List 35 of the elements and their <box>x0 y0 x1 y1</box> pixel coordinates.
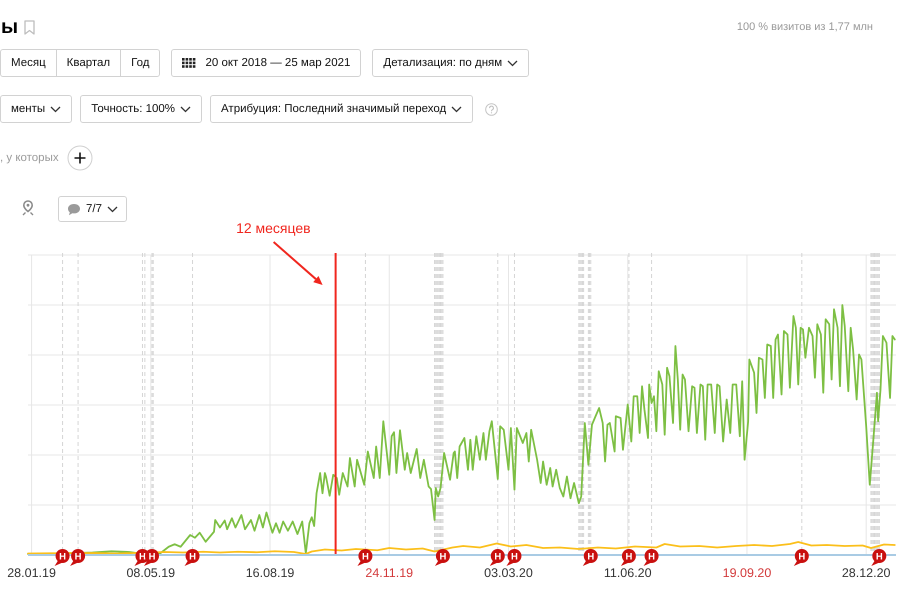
x-tick-label: 28.12.20 <box>842 566 891 580</box>
ref-line-label: Н <box>798 551 806 562</box>
ref-line-label: Н <box>189 551 196 562</box>
dropdown-button: менты <box>0 95 72 123</box>
dropdown-button: 7/7 <box>58 196 127 222</box>
period-button: Месяц <box>0 49 57 77</box>
period-button: Год <box>120 49 160 77</box>
dropdown-button: Детализация: по дням <box>372 49 530 77</box>
x-tick-label: 28.01.19 <box>7 566 56 580</box>
chart-subtitle: 100 % визитов из 1,77 млн <box>736 21 873 33</box>
ref-line-label: Н <box>439 551 446 562</box>
ref-line-label: Н <box>74 551 82 562</box>
ref-line-label: Н <box>494 551 502 562</box>
ref-line-label: Н <box>59 551 66 562</box>
x-tick-label: 11.06.20 <box>604 566 652 580</box>
ref-line-label: Н <box>139 551 146 562</box>
x-tick-label: 16.08.19 <box>246 566 294 580</box>
ref-line-label: Н <box>587 551 594 562</box>
ref-line-label: 12 месяцев <box>236 220 311 236</box>
ref-line-label: Н <box>876 551 883 562</box>
dropdown-button: Атрибуция: Последний значимый переход <box>210 95 474 123</box>
ref-line-label: Н <box>362 551 369 562</box>
ref-line-label: Н <box>511 551 518 562</box>
x-tick-label: 19.09.20 <box>722 566 772 580</box>
period-button: Квартал <box>56 49 122 77</box>
text: , у которых <box>0 152 59 164</box>
chart-title: ы <box>1 15 18 40</box>
date-range-button: 20 окт 2018 — 25 мар 2021 <box>171 49 362 77</box>
x-tick-label: 08.05.19 <box>126 566 176 580</box>
x-tick-label: 03.03.20 <box>484 566 533 580</box>
ref-line-label: Н <box>148 551 156 562</box>
ref-line-label: Н <box>648 551 656 562</box>
dropdown-button: Точность: 100% <box>80 95 202 123</box>
ref-line-label: Н <box>625 551 632 562</box>
x-tick-label: 24.11.19 <box>365 566 414 580</box>
